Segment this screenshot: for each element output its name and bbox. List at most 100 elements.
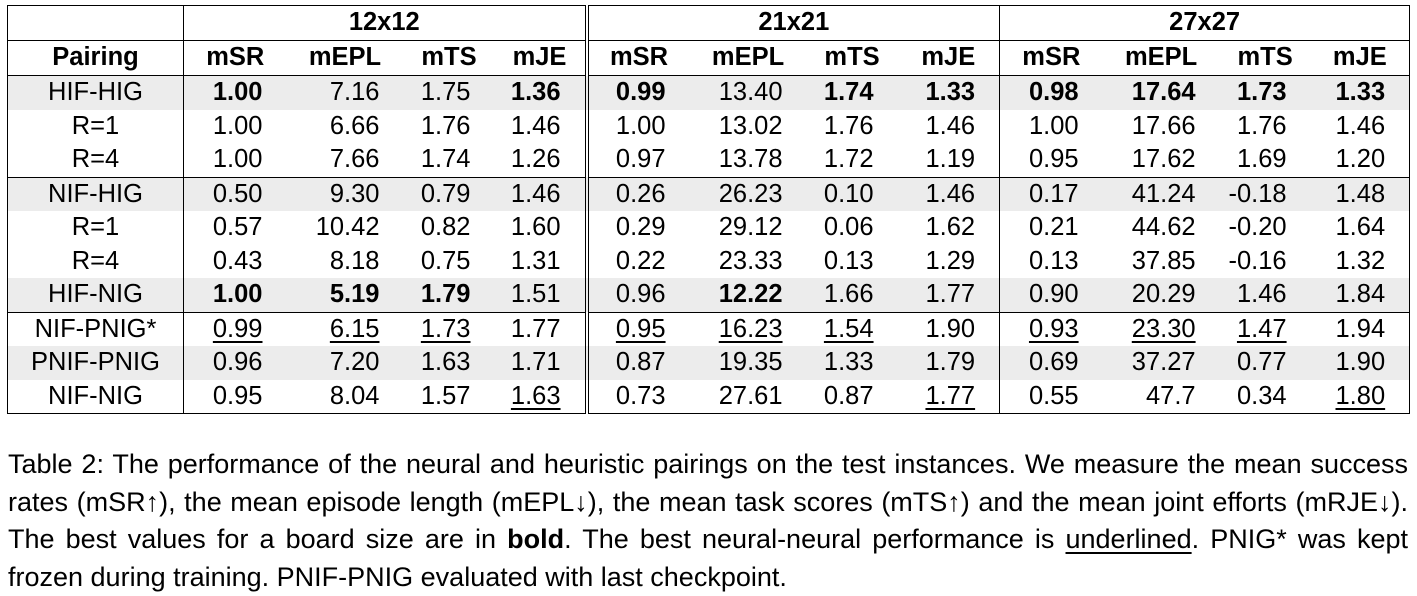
value-text: 0.34	[1236, 381, 1287, 410]
value-text: 1.51	[510, 280, 561, 308]
value-cell: 0.96	[584, 278, 690, 312]
value-text: 10.42	[315, 213, 380, 241]
value-text: 1.77	[925, 280, 976, 308]
value-text: 23.33	[718, 246, 783, 275]
value-cell: 5.19	[286, 278, 404, 312]
value-cell: 17.62	[1103, 143, 1220, 177]
table-row: R=4 1.00 7.66 1.74 1.26 0.97 13.78 1.72 1.19 0.95…	[7, 143, 1410, 177]
value-cell: 0.95	[584, 312, 690, 346]
value-cell: 1.32	[1311, 245, 1410, 279]
metric-header: mJE	[921, 43, 976, 72]
value-text: 6.66	[329, 111, 380, 140]
value-text: 27.61	[718, 381, 783, 410]
group-header-27x27: 27x27	[999, 5, 1410, 41]
value-cell: 1.76	[404, 110, 495, 144]
value-cell: 8.04	[287, 380, 404, 414]
value-text: 1.77	[925, 381, 976, 410]
value-text: -0.20	[1228, 213, 1287, 241]
value-text: 1.19	[925, 145, 976, 173]
value-cell: 1.77	[897, 278, 1000, 312]
pairing-label: HIF-NIG	[7, 278, 184, 312]
value-cell: 0.29	[584, 211, 690, 245]
value-text: 1.60	[510, 213, 561, 241]
value-cell: 1.80	[1311, 380, 1410, 414]
metric-header: mEPL	[1124, 43, 1198, 72]
value-text: 0.26	[615, 179, 666, 208]
value-text: 13.02	[718, 111, 783, 140]
value-text: 1.47	[1236, 314, 1287, 343]
pairing-label: HIF-HIG	[7, 75, 184, 110]
value-cell: 17.64	[1102, 75, 1220, 110]
value-cell: 12.22	[689, 278, 807, 312]
table-row: NIF-HIG 0.50 9.30 0.79 1.46 0.26 26.23 0.10 1.46…	[7, 177, 1410, 211]
value-cell: 1.54	[807, 312, 898, 346]
value-text: 17.62	[1131, 145, 1196, 173]
value-text: 1.73	[1236, 78, 1287, 106]
value-text: 16.23	[718, 314, 783, 343]
value-text: 0.29	[615, 213, 666, 241]
value-text: 1.00	[1028, 111, 1079, 140]
value-cell: 0.97	[584, 143, 690, 177]
value-text: 1.84	[1335, 280, 1386, 308]
value-text: 0.06	[823, 213, 874, 241]
table-row: NIF-PNIG* 0.99 6.15 1.73 1.77 0.95 16.23 1.54 1.…	[7, 312, 1410, 346]
value-cell: 1.94	[1311, 312, 1410, 346]
value-text: 1.46	[1236, 280, 1287, 308]
value-text: 1.26	[510, 145, 561, 173]
value-cell: 41.24	[1102, 177, 1220, 211]
value-text: 1.46	[925, 111, 976, 140]
value-cell: 1.73	[404, 312, 495, 346]
value-cell: -0.18	[1219, 177, 1311, 211]
metric-header: mEPL	[711, 43, 785, 72]
value-text: 1.46	[510, 111, 561, 140]
value-text: 1.46	[510, 179, 561, 208]
value-text: 0.95	[212, 381, 263, 410]
value-cell: 0.98	[999, 75, 1103, 110]
value-text: 0.99	[615, 78, 666, 106]
value-cell: 1.31	[495, 245, 587, 279]
value-text: 1.63	[510, 381, 561, 410]
value-text: 0.13	[823, 246, 874, 275]
value-text: 1.79	[925, 348, 976, 376]
value-text: 17.66	[1131, 111, 1196, 140]
value-text: 41.24	[1131, 179, 1196, 208]
value-cell: 1.36	[494, 75, 587, 110]
value-cell: 0.21	[999, 211, 1103, 245]
value-cell: 1.84	[1310, 278, 1410, 312]
value-text: 8.04	[329, 381, 380, 410]
value-cell: 1.73	[1219, 75, 1311, 110]
value-text: 0.17	[1028, 179, 1079, 208]
value-text: 1.90	[925, 314, 976, 343]
caption-text: Table 2: The performance of the neural a…	[8, 449, 1408, 554]
value-cell: 0.79	[403, 177, 495, 211]
value-text: 13.78	[718, 145, 783, 173]
value-text: 37.27	[1131, 348, 1196, 376]
group-header-21x21: 21x21	[584, 5, 1000, 41]
value-text: 1.69	[1236, 145, 1287, 173]
value-cell: -0.20	[1220, 211, 1311, 245]
value-cell: 10.42	[287, 211, 404, 245]
value-cell: 0.73	[584, 379, 690, 414]
value-text: 0.87	[615, 348, 666, 376]
value-cell: 13.40	[689, 75, 807, 110]
value-text: 0.96	[212, 348, 263, 376]
table-body: HIF-HIG 1.00 7.16 1.75 1.36 0.99 13.40 1.74 1.33…	[7, 75, 1410, 414]
pairing-label: R=4	[7, 143, 184, 177]
value-cell: 9.30	[286, 177, 404, 211]
pairing-header: Pairing	[7, 40, 184, 76]
value-text: 0.69	[1028, 348, 1079, 376]
value-cell: 1.19	[898, 143, 1000, 177]
value-cell: 1.26	[495, 143, 587, 177]
value-cell: 6.66	[287, 110, 404, 144]
value-text: 1.29	[925, 246, 976, 275]
value-text: 1.46	[1335, 111, 1386, 140]
caption-underlined-word: underlined	[1065, 524, 1192, 554]
value-text: 47.7	[1145, 381, 1196, 410]
value-text: 1.57	[420, 381, 471, 410]
value-text: 29.12	[718, 213, 783, 241]
value-text: 0.21	[1028, 213, 1079, 241]
value-cell: 17.66	[1103, 110, 1220, 144]
value-cell: 23.33	[690, 245, 807, 279]
value-text: 8.18	[329, 246, 380, 275]
value-text: 1.46	[925, 179, 976, 208]
